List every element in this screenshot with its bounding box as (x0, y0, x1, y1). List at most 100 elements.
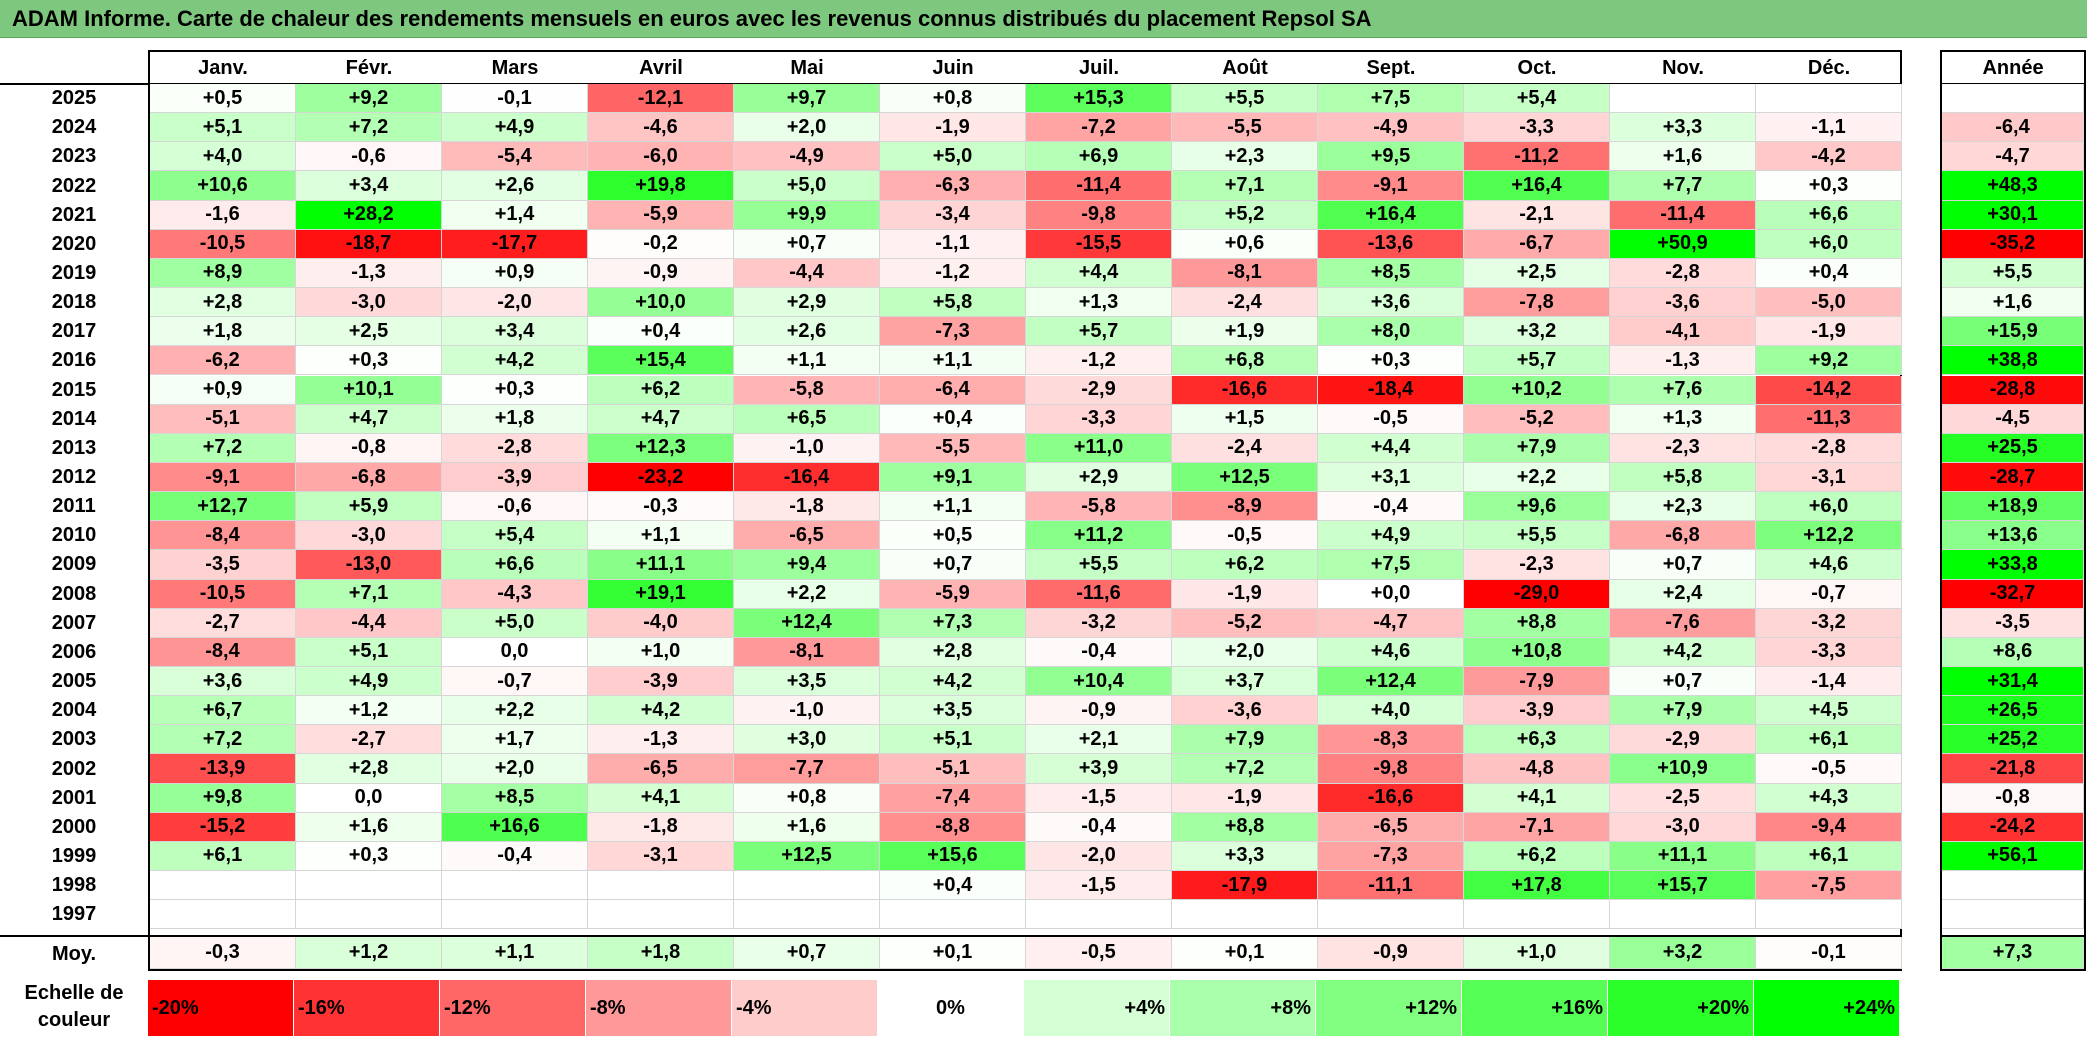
heatmap-cell: -15,5 (1026, 229, 1172, 259)
heatmap-cell: -6,8 (1610, 521, 1756, 551)
heatmap-cell (1172, 900, 1318, 930)
heatmap-cell: +2,1 (1026, 725, 1172, 755)
heatmap-cell: +4,4 (1318, 433, 1464, 463)
heatmap-cell: +11,1 (588, 550, 734, 580)
heatmap-cell: 0,0 (296, 783, 442, 813)
heatmap-cell: -23,2 (588, 462, 734, 493)
heatmap-cell: +6,1 (1756, 725, 1902, 755)
heatmap-cell: -0,8 (296, 433, 442, 463)
heatmap-cell: +12,7 (150, 492, 296, 522)
heatmap-cell: -11,4 (1610, 200, 1756, 230)
heatmap-cell: +6,8 (1172, 346, 1318, 376)
heatmap-cell: -0,2 (588, 229, 734, 259)
heatmap-cell: +2,6 (734, 317, 880, 347)
average-cell: +0,7 (734, 937, 880, 970)
heatmap-cell: -7,8 (1464, 288, 1610, 318)
heatmap-cell: +6,2 (588, 375, 734, 405)
annual-cell: -35,2 (1942, 229, 2084, 259)
heatmap-cell: +9,9 (734, 200, 880, 230)
heatmap-cell: +9,6 (1464, 492, 1610, 522)
heatmap-cell: +12,3 (588, 433, 734, 463)
heatmap-cell: -2,3 (1610, 433, 1756, 463)
heatmap-cell: -3,9 (1464, 696, 1610, 726)
average-cell: +1,2 (296, 937, 442, 970)
heatmap-cell: +1,1 (880, 346, 1026, 376)
heatmap-cell: -9,1 (1318, 171, 1464, 201)
year-label: 2019 (51, 261, 97, 284)
heatmap-cell: +4,7 (588, 404, 734, 434)
year-label: 2008 (51, 582, 97, 605)
heatmap-cell: +8,8 (1464, 608, 1610, 638)
legend-swatch: -8% (586, 980, 732, 1036)
average-cell: +1,1 (442, 937, 588, 970)
heatmap-cell: +0,3 (296, 841, 442, 872)
heatmap-cell: +9,7 (734, 84, 880, 114)
legend-swatch: -12% (440, 980, 586, 1036)
heatmap-cell: +2,0 (1172, 637, 1318, 667)
heatmap-cell: -8,4 (150, 637, 296, 667)
heatmap-cell: +1,9 (1172, 317, 1318, 347)
heatmap-cell: -5,8 (1026, 492, 1172, 522)
month-header: Août (1222, 56, 1268, 79)
legend-swatch: -16% (294, 980, 440, 1036)
annual-cell: +1,6 (1942, 288, 2084, 318)
average-cell: +1,8 (588, 937, 734, 970)
heatmap-cell: +6,6 (1756, 200, 1902, 230)
heatmap-cell: +9,4 (734, 550, 880, 580)
heatmap-cell: +1,3 (1610, 404, 1756, 434)
legend-swatch: +16% (1462, 980, 1608, 1036)
heatmap-cell: -3,0 (296, 288, 442, 318)
heatmap-cell: -5,9 (588, 200, 734, 230)
heatmap-cell: +0,4 (880, 871, 1026, 901)
heatmap-cell: +4,1 (1464, 783, 1610, 813)
heatmap-cell: +1,6 (296, 812, 442, 842)
heatmap-cell: +6,1 (150, 841, 296, 872)
heatmap-cell: +1,0 (588, 637, 734, 667)
heatmap-cell: +12,5 (1172, 462, 1318, 493)
heatmap-cell: -3,9 (588, 667, 734, 697)
month-header: Sept. (1366, 56, 1416, 79)
heatmap-cell: +8,5 (442, 783, 588, 813)
heatmap-cell: +5,0 (880, 142, 1026, 172)
heatmap-cell: -7,7 (734, 754, 880, 784)
year-label: 2024 (51, 116, 97, 139)
heatmap-cell: -9,8 (1026, 200, 1172, 230)
heatmap-cell: -0,7 (1756, 579, 1902, 609)
heatmap-cell: +2,9 (734, 288, 880, 318)
annual-cell: +38,8 (1942, 346, 2084, 376)
heatmap-cell: +7,5 (1318, 550, 1464, 580)
year-label: 1997 (51, 903, 97, 926)
heatmap-cell: -1,9 (1172, 783, 1318, 813)
heatmap-cell (1610, 900, 1756, 930)
heatmap-cell: -9,8 (1318, 754, 1464, 784)
heatmap-cell: +7,9 (1610, 696, 1756, 726)
heatmap-cell: -2,4 (1172, 288, 1318, 318)
heatmap-cell: +4,0 (1318, 696, 1464, 726)
heatmap-cell: +2,3 (1610, 492, 1756, 522)
average-label: Moy. (51, 942, 97, 965)
heatmap-cell: +3,2 (1464, 317, 1610, 347)
heatmap-cell: +7,1 (1172, 171, 1318, 201)
heatmap-cell: +50,9 (1610, 229, 1756, 259)
heatmap-cell: -8,8 (880, 812, 1026, 842)
heatmap-cell: +0,7 (880, 550, 1026, 580)
heatmap-cell: -16,4 (734, 462, 880, 493)
heatmap-cell: -17,9 (1172, 871, 1318, 901)
heatmap-cell: +7,6 (1610, 375, 1756, 405)
heatmap-cell: +8,8 (1172, 812, 1318, 842)
heatmap-cell: -11,6 (1026, 579, 1172, 609)
heatmap-cell: +4,3 (1756, 783, 1902, 813)
heatmap-cell: -13,9 (150, 754, 296, 784)
heatmap-cell: +6,7 (150, 696, 296, 726)
heatmap-cell: +5,5 (1464, 521, 1610, 551)
annual-cell: +15,9 (1942, 317, 2084, 347)
heatmap-cell: -0,4 (1026, 812, 1172, 842)
legend-swatch: 0% (878, 980, 1024, 1036)
heatmap-cell: -9,1 (150, 462, 296, 493)
heatmap-cell: -4,7 (1318, 608, 1464, 638)
heatmap-cell: +4,9 (296, 667, 442, 697)
annual-average-cell: +7,3 (1942, 937, 2084, 970)
heatmap-cell: -5,2 (1172, 608, 1318, 638)
heatmap-cell: -1,1 (880, 229, 1026, 259)
heatmap-cell: -3,3 (1464, 113, 1610, 143)
